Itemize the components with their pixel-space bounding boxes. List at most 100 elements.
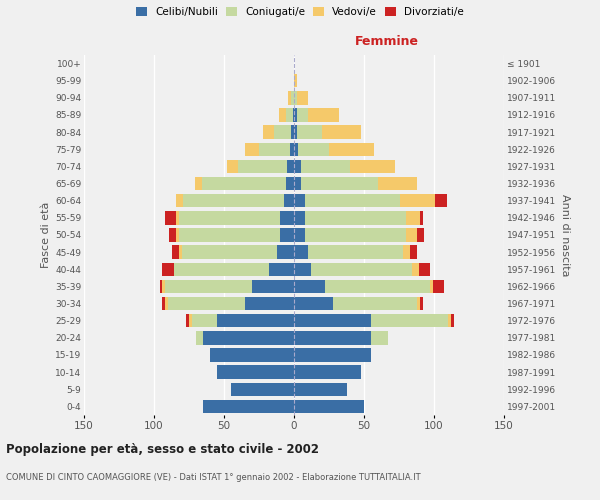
Bar [238, 160, 287, 173]
Bar [308, 246, 403, 259]
Bar [277, 246, 294, 259]
Bar [189, 314, 192, 328]
Bar [301, 160, 350, 173]
Bar [227, 160, 238, 173]
Bar [294, 331, 371, 344]
Text: Femmine: Femmine [355, 35, 418, 48]
Bar [294, 400, 364, 413]
Bar [169, 228, 176, 241]
Bar [294, 74, 297, 88]
Bar [419, 262, 430, 276]
Bar [308, 108, 339, 122]
Bar [294, 177, 301, 190]
Bar [294, 108, 297, 122]
Bar [210, 348, 294, 362]
Bar [294, 194, 305, 207]
Bar [294, 228, 305, 241]
Y-axis label: Anni di nascita: Anni di nascita [560, 194, 570, 276]
Bar [305, 194, 400, 207]
Text: COMUNE DI CINTO CAOMAGGIORE (VE) - Dati ISTAT 1° gennaio 2002 - Elaborazione TUT: COMUNE DI CINTO CAOMAGGIORE (VE) - Dati … [6, 472, 421, 482]
Bar [263, 126, 274, 139]
Bar [286, 108, 293, 122]
Bar [333, 297, 417, 310]
Bar [294, 211, 305, 224]
Bar [217, 366, 294, 379]
Bar [294, 382, 347, 396]
Bar [194, 177, 202, 190]
Bar [403, 246, 410, 259]
Bar [322, 126, 361, 139]
Bar [410, 246, 417, 259]
Bar [301, 177, 378, 190]
Bar [311, 262, 412, 276]
Bar [165, 211, 176, 224]
Bar [259, 142, 290, 156]
Bar [252, 280, 294, 293]
Bar [350, 160, 395, 173]
Bar [436, 194, 446, 207]
Bar [245, 142, 259, 156]
Bar [305, 211, 406, 224]
Bar [203, 400, 294, 413]
Bar [406, 228, 417, 241]
Bar [217, 314, 294, 328]
Bar [406, 211, 420, 224]
Bar [371, 331, 388, 344]
Bar [378, 177, 417, 190]
Bar [192, 314, 217, 328]
Bar [163, 262, 173, 276]
Bar [329, 142, 374, 156]
Bar [291, 91, 294, 104]
Bar [420, 297, 423, 310]
Bar [182, 246, 277, 259]
Bar [448, 314, 451, 328]
Bar [294, 126, 297, 139]
Bar [173, 262, 269, 276]
Y-axis label: Fasce di età: Fasce di età [41, 202, 51, 268]
Bar [176, 211, 179, 224]
Bar [184, 194, 284, 207]
Bar [231, 382, 294, 396]
Bar [196, 331, 203, 344]
Bar [400, 194, 436, 207]
Bar [451, 314, 454, 328]
Bar [287, 160, 294, 173]
Bar [186, 314, 189, 328]
Text: Popolazione per età, sesso e stato civile - 2002: Popolazione per età, sesso e stato civil… [6, 442, 319, 456]
Bar [172, 246, 179, 259]
Bar [179, 211, 280, 224]
Bar [280, 228, 294, 241]
Bar [168, 297, 245, 310]
Bar [297, 126, 322, 139]
Bar [294, 246, 308, 259]
Bar [294, 314, 371, 328]
Bar [305, 228, 406, 241]
Legend: Celibi/Nubili, Coniugati/e, Vedovi/e, Divorziati/e: Celibi/Nubili, Coniugati/e, Vedovi/e, Di… [134, 5, 466, 20]
Bar [294, 348, 371, 362]
Bar [176, 194, 184, 207]
Bar [289, 91, 291, 104]
Bar [294, 160, 301, 173]
Bar [417, 228, 424, 241]
Bar [294, 366, 361, 379]
Bar [165, 280, 252, 293]
Bar [284, 194, 294, 207]
Bar [325, 280, 430, 293]
Bar [290, 142, 294, 156]
Bar [163, 297, 165, 310]
Bar [294, 262, 311, 276]
Bar [245, 297, 294, 310]
Bar [371, 314, 448, 328]
Bar [433, 280, 444, 293]
Bar [293, 108, 294, 122]
Bar [294, 91, 297, 104]
Bar [297, 108, 308, 122]
Bar [297, 91, 308, 104]
Bar [298, 142, 329, 156]
Bar [160, 280, 163, 293]
Bar [412, 262, 419, 276]
Bar [202, 177, 286, 190]
Bar [179, 246, 182, 259]
Bar [291, 126, 294, 139]
Bar [294, 142, 298, 156]
